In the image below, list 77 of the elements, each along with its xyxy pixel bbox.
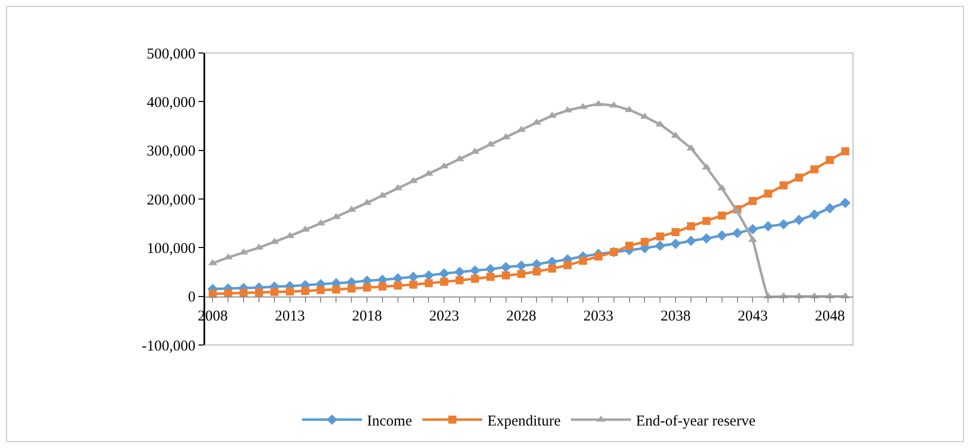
y-tick-label: 400,000 [146,94,196,111]
point [841,147,850,156]
point [500,262,512,272]
point [332,286,340,294]
point [826,156,834,164]
point [456,276,464,284]
point [748,224,758,234]
point [485,264,496,274]
y-tick-label: 100,000 [146,240,196,257]
point [564,261,572,270]
point [548,264,556,273]
x-tick-label: 2028 [506,308,536,324]
x-tick-label: 2023 [429,308,460,324]
point [270,288,278,296]
point [656,232,664,240]
point [255,288,263,296]
point [778,219,789,230]
point [716,230,728,241]
legend-label: Income [367,414,412,430]
point [748,196,757,205]
x-tick-label: 2013 [274,308,305,324]
point [486,272,494,281]
point [809,209,820,220]
point [502,271,510,280]
point [794,214,804,226]
point [471,274,479,283]
point [594,252,602,260]
y-tick-label: -100,000 [142,338,196,354]
point [687,222,695,230]
x-tick-label: 2018 [352,308,382,324]
point [440,278,448,286]
point [348,284,356,293]
point [764,190,772,198]
point [762,221,774,232]
point [470,265,480,276]
point [363,284,371,292]
point [424,279,433,288]
point [840,198,850,208]
point [732,228,742,238]
point [810,165,818,174]
x-tick-label: 2033 [583,308,614,324]
point [718,212,726,220]
point [409,280,418,289]
point [316,286,325,294]
y-tick-label: 300,000 [146,144,196,160]
x-tick-label: 2048 [814,308,845,324]
point [394,282,402,290]
point [516,260,526,271]
legend-label: Expenditure [487,414,561,430]
point [702,216,710,225]
point [454,266,465,278]
point [240,288,248,297]
point [686,236,696,246]
x-tick-label: 2038 [660,308,691,324]
y-tick-label: 0 [188,290,196,306]
point [424,270,434,281]
point [579,256,587,265]
point [408,272,418,282]
x-tick-label: 2043 [738,308,768,324]
point [532,268,541,276]
point [301,286,310,295]
point [780,181,788,190]
point [517,270,526,278]
point [654,240,666,251]
point [701,233,712,244]
y-tick-label: 200,000 [146,192,196,208]
point [438,268,450,279]
point [286,287,294,296]
y-tick-label: 500,000 [146,46,196,62]
point [640,238,649,246]
legend-label: End-of-year reserve [636,414,756,430]
point [824,203,836,214]
point [625,242,634,250]
point [795,174,803,182]
point [672,228,680,236]
point [670,238,681,249]
point [378,282,386,291]
